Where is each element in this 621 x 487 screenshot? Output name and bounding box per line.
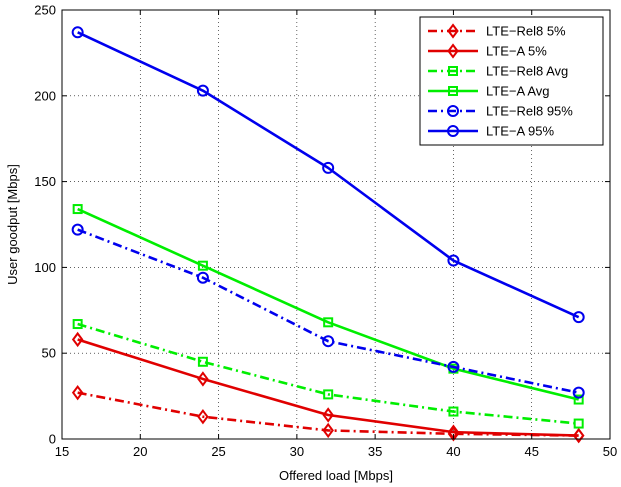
series-line (77, 228, 579, 394)
legend-label: LTE−Rel8 95% (486, 104, 573, 119)
x-tick-label: 35 (368, 444, 382, 459)
y-tick-label: 100 (34, 260, 56, 275)
circle-marker (447, 125, 459, 137)
legend-entry: LTE−Rel8 95% (428, 104, 573, 119)
y-tick-label: 150 (34, 174, 56, 189)
diamond-marker (197, 371, 209, 387)
legend-label: LTE−A Avg (486, 84, 549, 99)
y-axis-label: User goodput [Mbps] (5, 164, 20, 285)
diamond-marker (447, 23, 459, 39)
series-line (77, 322, 579, 425)
y-tick-label: 200 (34, 88, 56, 103)
x-tick-label: 45 (524, 444, 538, 459)
circle-marker (572, 311, 585, 324)
square-marker (197, 260, 208, 271)
circle-marker (322, 335, 335, 348)
circle-marker (71, 26, 84, 39)
diamond-marker (572, 427, 585, 444)
diamond-marker (322, 422, 334, 439)
square-marker (197, 356, 208, 367)
series-5 (71, 26, 585, 324)
x-tick-label: 20 (133, 444, 147, 459)
diamond-marker (322, 407, 334, 423)
x-tick-label: 15 (55, 444, 69, 459)
legend-label: LTE−A 5% (486, 44, 547, 59)
x-axis-label: Offered load [Mbps] (279, 468, 393, 483)
plot-frame (61, 9, 611, 440)
series-4 (71, 223, 585, 399)
y-tick-label: 50 (42, 346, 56, 361)
diamond-marker (71, 385, 84, 401)
legend-box (419, 16, 604, 146)
legend-entry: LTE−A Avg (428, 84, 549, 99)
circle-marker (196, 84, 209, 97)
x-tick-label: 30 (290, 444, 304, 459)
axis-ticks: 15 20 25 30 35 40 45 50 0 50 100 150 200 250 (34, 3, 617, 460)
series-line (77, 338, 579, 437)
legend-label: LTE−A 95% (486, 124, 554, 139)
x-tick-label: 25 (211, 444, 225, 459)
square-marker (448, 66, 458, 76)
circle-marker (447, 105, 459, 117)
square-marker (323, 317, 334, 328)
x-tick-label: 40 (446, 444, 460, 459)
series-2 (72, 319, 584, 429)
legend-entry: LTE−A 95% (428, 124, 554, 139)
series-layer (71, 26, 585, 444)
circle-marker (447, 254, 460, 267)
square-marker (72, 319, 83, 330)
circle-marker (196, 271, 209, 284)
series-line (77, 207, 579, 401)
circle-marker (71, 223, 84, 236)
square-marker (573, 394, 584, 405)
series-3 (72, 204, 584, 405)
square-marker (448, 86, 458, 96)
legend: LTE−Rel8 5% LTE−A 5% LTE−Rel8 Avg LTE−A Avg… (419, 16, 604, 146)
legend-entry: LTE−Rel8 5% (428, 23, 566, 39)
diamond-marker (71, 331, 84, 348)
y-tick-label: 250 (34, 3, 56, 18)
diamond-marker (197, 409, 209, 425)
legend-label: LTE−Rel8 5% (486, 24, 566, 39)
square-marker (323, 389, 334, 400)
diamond-marker (447, 43, 459, 59)
x-tick-label: 50 (603, 444, 617, 459)
square-marker (573, 418, 584, 429)
legend-entry: LTE−A 5% (428, 43, 547, 59)
legend-label: LTE−Rel8 Avg (486, 64, 568, 79)
square-marker (72, 204, 83, 215)
circle-marker (322, 161, 335, 174)
series-1 (71, 331, 585, 444)
legend-entry: LTE−Rel8 Avg (428, 64, 568, 79)
square-marker (448, 406, 459, 417)
y-tick-label: 0 (49, 432, 56, 447)
series-line (77, 31, 580, 319)
circle-marker (572, 386, 585, 399)
circle-marker (447, 360, 460, 373)
